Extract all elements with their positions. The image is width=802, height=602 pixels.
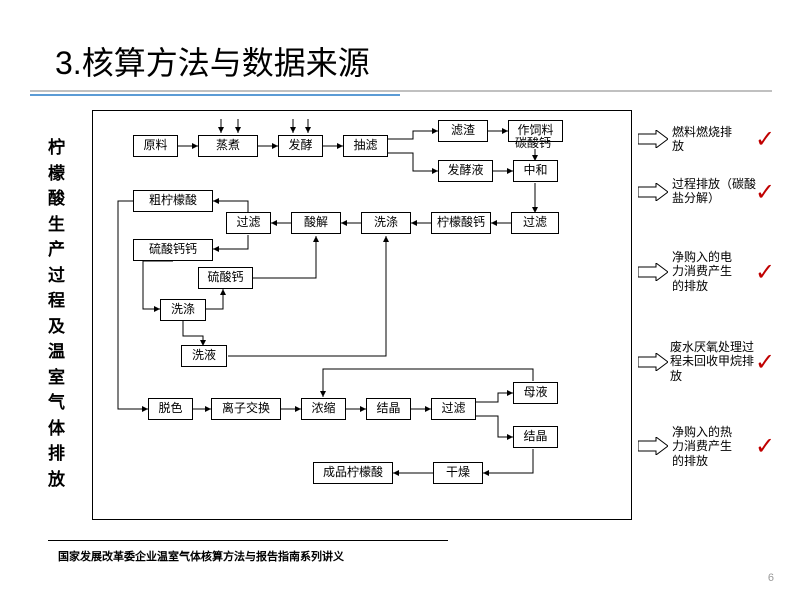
- node-acidolysis: 酸解: [291, 212, 341, 234]
- node-raw-material: 原料: [133, 135, 178, 157]
- footer-divider: [48, 540, 448, 541]
- node-wash2: 洗涤: [160, 299, 206, 321]
- node-wash-liquid: 洗液: [181, 345, 227, 367]
- check-icon: ✓: [755, 258, 775, 287]
- diagram-frame: 原料 蒸煮 发酵 抽滤 滤渣 作饲料 发酵液 中和 碳酸钙 粗柠檬酸 过滤 酸解…: [92, 110, 632, 520]
- node-filter3: 过滤: [511, 212, 559, 234]
- node-caso4-di: 硫酸钙钙: [133, 239, 213, 261]
- node-filter2: 过滤: [226, 212, 271, 234]
- annotation-electricity: 净购入的电力消费产生的排放: [672, 250, 742, 293]
- arrow-out-2: [638, 183, 668, 201]
- node-product: 成品柠檬酸: [313, 462, 393, 484]
- slide: 3.核算方法与数据来源 柠檬酸生产过程及温室气体排放: [0, 0, 802, 602]
- node-caso4: 硫酸钙: [198, 267, 253, 289]
- node-crystallize1: 结晶: [366, 398, 411, 420]
- footer-text: 国家发展改革委企业温室气体核算方法与报告指南系列讲义: [58, 548, 344, 564]
- annotation-heat: 净购入的热力消费产生的排放: [672, 425, 742, 468]
- node-ferment-liquid: 发酵液: [438, 160, 493, 182]
- node-wash1: 洗涤: [361, 212, 411, 234]
- annotation-process: 过程排放（碳酸盐分解）: [672, 177, 762, 206]
- page-title: 3.核算方法与数据来源: [55, 38, 370, 84]
- check-icon: ✓: [755, 125, 775, 154]
- annotation-wastewater: 废水厌氧处理过程未回收甲烷排放: [670, 340, 755, 383]
- node-crude-citric: 粗柠檬酸: [133, 190, 213, 212]
- arrow-out-1: [638, 130, 668, 148]
- check-icon: ✓: [755, 178, 775, 207]
- node-mother-liquid: 母液: [513, 382, 558, 404]
- check-icon: ✓: [755, 432, 775, 461]
- node-concentrate: 浓缩: [301, 398, 346, 420]
- node-decolor: 脱色: [148, 398, 193, 420]
- node-residue: 滤渣: [438, 120, 488, 142]
- arrow-out-5: [638, 437, 668, 455]
- arrow-out-4: [638, 353, 668, 371]
- node-ion-exchange: 离子交换: [211, 398, 281, 420]
- node-dry: 干燥: [433, 462, 483, 484]
- node-calcium-citrate: 柠檬酸钙: [431, 212, 491, 234]
- divider-accent: [30, 94, 400, 96]
- label-caco3: 碳酸钙: [515, 136, 551, 150]
- check-icon: ✓: [755, 348, 775, 377]
- node-cook: 蒸煮: [198, 135, 258, 157]
- node-ferment: 发酵: [278, 135, 323, 157]
- annotation-fuel: 燃料燃烧排放: [672, 125, 732, 154]
- page-number: 6: [768, 572, 774, 584]
- vertical-label: 柠檬酸生产过程及温室气体排放: [48, 135, 66, 492]
- arrow-out-3: [638, 263, 668, 281]
- node-filter4: 过滤: [431, 398, 476, 420]
- node-crystallize2: 结晶: [513, 426, 558, 448]
- node-neutralize: 中和: [513, 160, 558, 182]
- node-filter-suction: 抽滤: [343, 135, 388, 157]
- divider-main: [30, 90, 772, 92]
